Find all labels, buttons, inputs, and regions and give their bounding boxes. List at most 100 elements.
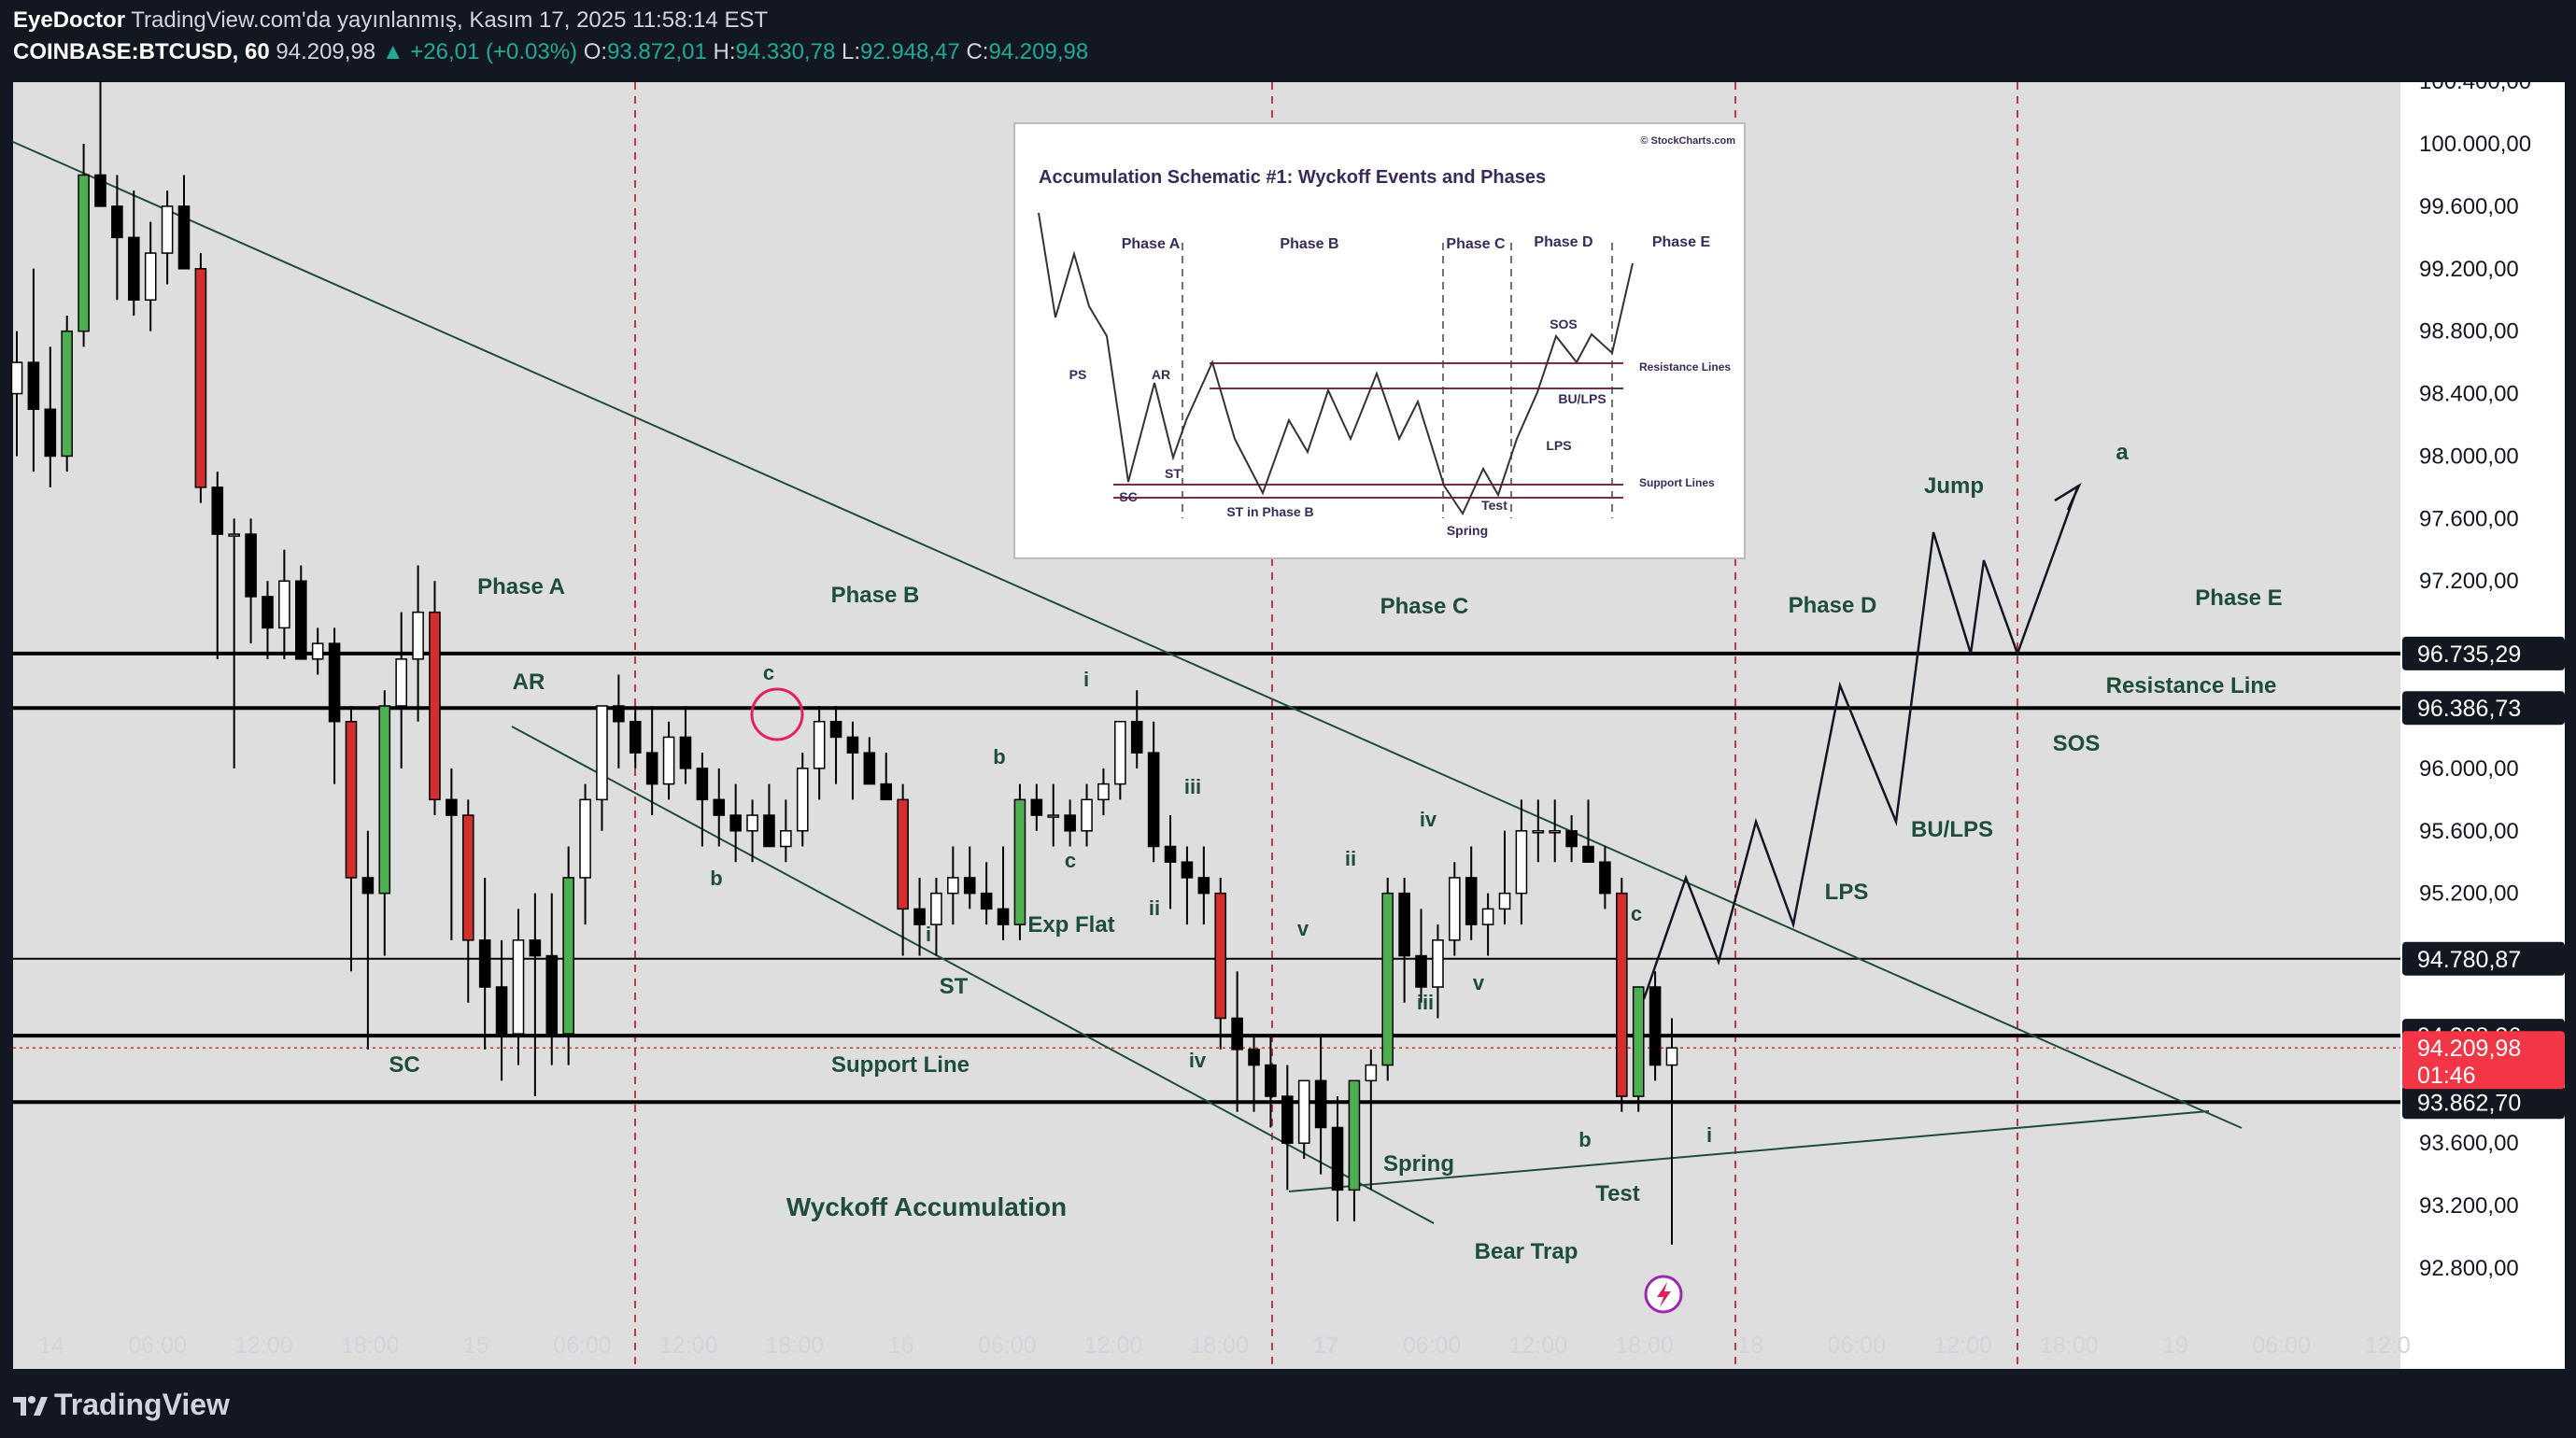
candle[interactable] xyxy=(1281,1064,1294,1191)
candle[interactable] xyxy=(1532,799,1545,863)
candle[interactable] xyxy=(1465,846,1478,940)
candle[interactable] xyxy=(863,737,876,785)
candle[interactable] xyxy=(1449,862,1461,956)
lower-channel-line[interactable] xyxy=(511,726,1435,1224)
candle[interactable] xyxy=(1481,893,1494,956)
candle[interactable] xyxy=(980,862,993,925)
candle[interactable] xyxy=(1081,783,1093,847)
candle[interactable] xyxy=(1265,1034,1277,1128)
candle[interactable] xyxy=(579,783,591,925)
candle[interactable] xyxy=(1599,846,1611,909)
candle[interactable] xyxy=(947,846,959,925)
candle[interactable] xyxy=(529,893,542,1097)
candle[interactable] xyxy=(813,706,826,800)
candle[interactable] xyxy=(1314,1034,1327,1175)
candle[interactable] xyxy=(127,190,140,316)
author-name[interactable]: EyeDoctor xyxy=(13,7,126,33)
candle[interactable] xyxy=(44,346,57,487)
candle[interactable] xyxy=(913,877,926,956)
candle[interactable] xyxy=(412,565,424,722)
candle[interactable] xyxy=(446,768,458,940)
candle[interactable] xyxy=(211,472,224,659)
candle[interactable] xyxy=(1331,1096,1344,1221)
candle[interactable] xyxy=(144,221,157,331)
candle[interactable] xyxy=(228,518,240,768)
candle[interactable] xyxy=(780,799,792,863)
descending-trendline[interactable] xyxy=(12,141,2243,1129)
candle[interactable] xyxy=(177,175,191,270)
rising-support-line[interactable] xyxy=(1288,1110,2210,1192)
candle[interactable] xyxy=(829,706,842,784)
candle[interactable] xyxy=(880,753,893,801)
symbol-name[interactable]: COINBASE:BTCUSD, 60 xyxy=(13,39,270,64)
candle[interactable] xyxy=(1565,815,1578,863)
candle[interactable] xyxy=(613,674,625,768)
price-level-badge[interactable] xyxy=(2402,1085,2565,1120)
candle[interactable] xyxy=(796,753,809,847)
candle[interactable] xyxy=(262,581,274,659)
candle[interactable] xyxy=(395,612,407,768)
candle[interactable] xyxy=(729,783,742,863)
candle[interactable] xyxy=(1147,721,1160,863)
candle[interactable] xyxy=(478,877,491,1050)
candle[interactable] xyxy=(1582,799,1594,863)
candle[interactable] xyxy=(10,331,23,457)
candle[interactable] xyxy=(645,706,658,816)
candle[interactable] xyxy=(1415,909,1427,1003)
candle[interactable] xyxy=(495,939,508,1081)
current-price-badge[interactable] xyxy=(2402,1031,2565,1090)
candle[interactable] xyxy=(1231,971,1243,1112)
candle[interactable] xyxy=(1498,830,1511,925)
candle[interactable] xyxy=(1013,783,1026,940)
candle[interactable] xyxy=(194,253,207,503)
candle[interactable] xyxy=(1130,690,1143,768)
alert-icon[interactable] xyxy=(1644,1275,1683,1314)
candle[interactable] xyxy=(328,627,341,784)
price-axis[interactable] xyxy=(2400,82,2565,1369)
candle[interactable] xyxy=(1197,846,1210,925)
price-level-badge[interactable] xyxy=(2402,941,2565,976)
price-level-badge[interactable] xyxy=(2402,636,2565,670)
candle[interactable] xyxy=(1248,1034,1260,1112)
candle[interactable] xyxy=(696,753,709,847)
candle[interactable] xyxy=(1030,783,1043,831)
candle[interactable] xyxy=(111,175,123,301)
candle[interactable] xyxy=(930,877,942,956)
candle[interactable] xyxy=(78,144,90,347)
candle[interactable] xyxy=(1097,768,1110,816)
candle[interactable] xyxy=(997,846,1010,940)
candle[interactable] xyxy=(713,768,726,847)
candle[interactable] xyxy=(461,799,474,1003)
candle[interactable] xyxy=(763,783,775,848)
candle[interactable] xyxy=(27,268,40,472)
candle[interactable] xyxy=(1616,877,1628,1112)
candle[interactable] xyxy=(596,705,608,831)
candle[interactable] xyxy=(1114,720,1126,800)
candle[interactable] xyxy=(278,549,290,659)
candle[interactable] xyxy=(1164,815,1177,909)
candle[interactable] xyxy=(679,706,692,784)
tradingview-logo[interactable]: TradingView xyxy=(11,1388,230,1422)
candle[interactable] xyxy=(1365,1049,1378,1191)
candle[interactable] xyxy=(345,706,358,972)
candle[interactable] xyxy=(1297,1079,1310,1159)
candle[interactable] xyxy=(161,190,174,285)
candle[interactable] xyxy=(94,81,106,207)
candle[interactable] xyxy=(897,783,909,956)
candle[interactable] xyxy=(1214,877,1227,1050)
candle[interactable] xyxy=(746,799,758,863)
candle[interactable] xyxy=(629,706,642,768)
candle[interactable] xyxy=(1649,971,1662,1081)
candle[interactable] xyxy=(1381,877,1394,1081)
candle[interactable] xyxy=(1665,1018,1678,1245)
candle[interactable] xyxy=(963,846,976,909)
candle[interactable] xyxy=(245,518,257,644)
candle[interactable] xyxy=(311,627,324,675)
candle[interactable] xyxy=(1181,846,1194,925)
candle[interactable] xyxy=(512,909,525,1065)
price-level-badge[interactable] xyxy=(2402,691,2565,726)
candle[interactable] xyxy=(846,721,859,800)
candle[interactable] xyxy=(1064,799,1076,847)
candle[interactable] xyxy=(662,721,675,800)
